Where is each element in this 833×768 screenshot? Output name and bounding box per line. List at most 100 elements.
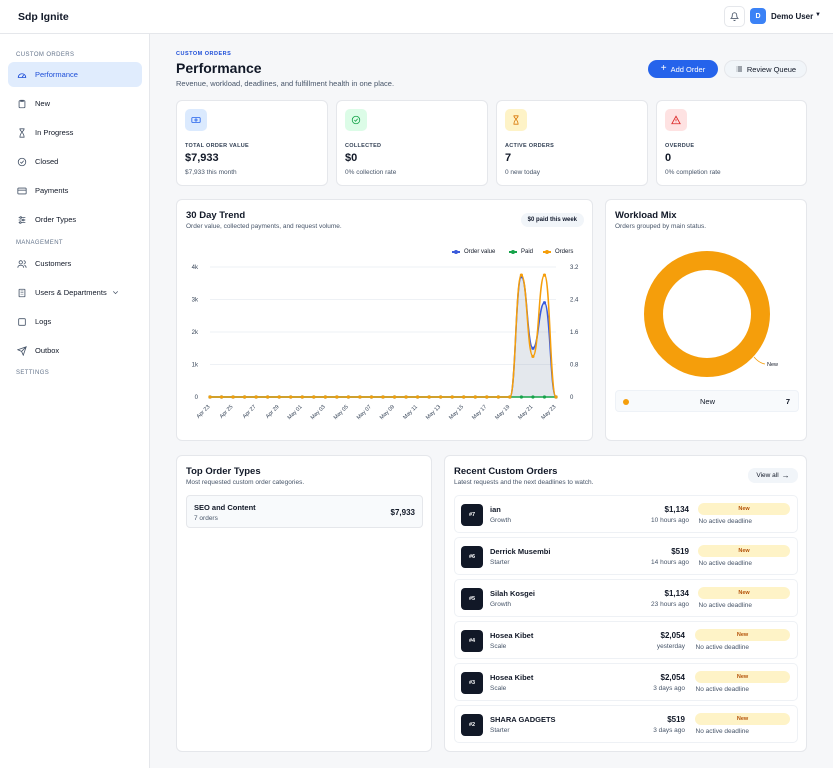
order-customer: Derrick Musembi bbox=[490, 547, 551, 556]
sidebar-item-customers[interactable]: Customers bbox=[8, 251, 142, 276]
sidebar-item-logs[interactable]: Logs bbox=[8, 309, 142, 334]
order-id-badge: #6 bbox=[461, 546, 483, 568]
plus-icon: + bbox=[660, 63, 667, 74]
data-point-orders bbox=[335, 395, 339, 399]
data-point-orders bbox=[496, 395, 500, 399]
status-badge: New bbox=[698, 503, 790, 515]
legend-label: Orders bbox=[555, 249, 574, 255]
pie-slice[interactable] bbox=[644, 251, 770, 377]
dashboard-icon bbox=[17, 72, 27, 78]
data-point-orders bbox=[427, 395, 431, 399]
order-row[interactable]: #3 Hosea Kibet Scale $2,054 3 days ago N… bbox=[454, 663, 798, 701]
legend-orders[interactable]: Orders bbox=[543, 249, 573, 255]
data-point-orders bbox=[231, 395, 235, 399]
sidebar-item-label: Payments bbox=[35, 186, 69, 195]
user-menu[interactable]: Demo User bbox=[771, 12, 814, 21]
order-type-name: SEO and Content bbox=[194, 503, 256, 512]
recent-orders-card: Recent Custom Orders Latest requests and… bbox=[444, 455, 807, 752]
sidebar-item-users-departments[interactable]: Users & Departments bbox=[8, 280, 142, 305]
sidebar-item-closed[interactable]: Closed bbox=[8, 149, 142, 174]
status-badge: New bbox=[698, 587, 790, 599]
order-time: yesterday bbox=[656, 643, 685, 650]
order-type-row[interactable]: SEO and Content 7 orders $7,933 bbox=[186, 495, 423, 528]
kpi-note: 0% completion rate bbox=[665, 169, 721, 176]
legend-swatch bbox=[623, 399, 629, 405]
sidebar-item-order-types[interactable]: Order Types bbox=[8, 207, 142, 232]
avatar[interactable]: D bbox=[750, 8, 766, 24]
chevron-down-icon[interactable]: ▼ bbox=[815, 12, 821, 18]
x-tick-label: Apr 27 bbox=[242, 404, 258, 420]
legend-swatch bbox=[543, 250, 551, 254]
legend-order-value[interactable]: Order value bbox=[452, 249, 495, 255]
data-point-orders bbox=[219, 395, 224, 399]
sidebar-item-label: Users & Departments bbox=[35, 288, 107, 297]
square-icon bbox=[18, 317, 26, 326]
data-point-orders bbox=[277, 395, 281, 399]
view-all-button[interactable]: View all → bbox=[748, 468, 798, 483]
y-left-tick-label: 3k bbox=[192, 298, 199, 304]
x-tick-label: May 05 bbox=[333, 404, 350, 421]
recent-orders-subtitle: Latest requests and the next deadlines t… bbox=[454, 479, 594, 486]
sidebar-item-in-progress[interactable]: In Progress bbox=[8, 120, 142, 145]
order-id-badge: #7 bbox=[461, 504, 483, 526]
data-point-orders bbox=[462, 395, 466, 399]
trend-card: 30 Day Trend Order value, collected paym… bbox=[176, 199, 593, 441]
order-amount: $1,134 bbox=[664, 589, 689, 598]
status-badge: New bbox=[698, 545, 790, 557]
sidebar-item-performance[interactable]: Performance bbox=[8, 62, 142, 87]
status-badge: New bbox=[695, 671, 790, 683]
building-icon bbox=[18, 288, 26, 297]
order-id-badge: #4 bbox=[461, 630, 483, 652]
y-right-tick-label: 3.2 bbox=[570, 265, 579, 271]
order-row[interactable]: #7 ian Growth $1,134 10 hours ago New No… bbox=[454, 495, 798, 533]
x-tick-label: Apr 25 bbox=[219, 404, 235, 420]
app-title[interactable]: Sdp Ignite bbox=[18, 11, 69, 23]
kpi-value: $7,933 bbox=[185, 152, 219, 164]
order-row[interactable]: #2 SHARA GADGETS Starter $519 3 days ago… bbox=[454, 705, 798, 743]
kpi-card-total-order-value: TOTAL ORDER VALUE $7,933 $7,933 this mon… bbox=[176, 100, 328, 186]
sidebar-section-management: MANAGEMENT bbox=[16, 240, 64, 246]
data-point-orders bbox=[531, 354, 535, 358]
order-deadline: No active deadline bbox=[698, 602, 752, 609]
sidebar-item-label: Order Types bbox=[35, 215, 77, 224]
review-queue-label: Review Queue bbox=[746, 64, 797, 74]
order-deadline: No active deadline bbox=[695, 728, 749, 735]
data-point-orders bbox=[323, 395, 327, 399]
order-type-count: 7 orders bbox=[194, 515, 218, 522]
sidebar-item-payments[interactable]: Payments bbox=[8, 178, 142, 203]
order-row[interactable]: #5 Silah Kosgei Growth $1,134 23 hours a… bbox=[454, 579, 798, 617]
data-point-orders bbox=[312, 395, 316, 399]
review-queue-button[interactable]: Review Queue bbox=[724, 60, 807, 78]
y-right-tick-label: 1.6 bbox=[570, 330, 579, 336]
order-deadline: No active deadline bbox=[695, 686, 749, 693]
data-point-orders bbox=[369, 395, 374, 399]
add-order-button[interactable]: + Add Order bbox=[648, 60, 718, 78]
order-row[interactable]: #6 Derrick Musembi Starter $519 14 hours… bbox=[454, 537, 798, 575]
data-point-paid bbox=[519, 395, 523, 399]
sidebar-item-outbox[interactable]: Outbox bbox=[8, 338, 142, 363]
data-point-orders bbox=[404, 395, 408, 399]
workload-legend-row[interactable]: New 7 bbox=[615, 390, 799, 412]
order-id-badge: #2 bbox=[461, 714, 483, 736]
trend-title: 30 Day Trend bbox=[186, 210, 246, 221]
order-customer: ian bbox=[490, 505, 501, 514]
order-deadline: No active deadline bbox=[695, 644, 749, 651]
page-title: Performance bbox=[176, 60, 262, 76]
notifications-button[interactable] bbox=[724, 6, 745, 27]
data-point-orders bbox=[392, 395, 397, 399]
order-row[interactable]: #4 Hosea Kibet Scale $2,054 yesterday Ne… bbox=[454, 621, 798, 659]
sidebar-section-settings[interactable]: SETTINGS bbox=[16, 370, 50, 376]
data-point-orders bbox=[519, 273, 523, 277]
order-amount: $2,054 bbox=[660, 631, 685, 640]
data-point-paid bbox=[531, 395, 535, 399]
data-point-orders bbox=[243, 395, 247, 399]
sidebar-item-new[interactable]: New bbox=[8, 91, 142, 116]
order-time: 10 hours ago bbox=[651, 517, 689, 524]
sidebar-item-label: Closed bbox=[35, 157, 59, 166]
chevron-down-icon[interactable] bbox=[111, 288, 120, 297]
order-customer: SHARA GADGETS bbox=[490, 715, 556, 724]
y-left-tick-label: 0 bbox=[195, 395, 199, 401]
data-point-orders bbox=[542, 273, 547, 277]
legend-paid[interactable]: Paid bbox=[509, 249, 533, 255]
kpi-card-overdue: OVERDUE 0 0% completion rate bbox=[656, 100, 807, 186]
